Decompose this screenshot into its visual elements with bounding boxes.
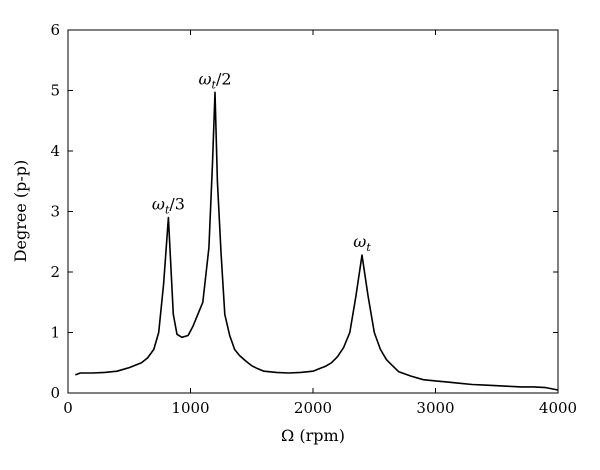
peak-annotation: ωt bbox=[353, 232, 371, 254]
x-tick-label: 3000 bbox=[416, 399, 454, 417]
x-tick-label: 2000 bbox=[294, 399, 332, 417]
plot-frame bbox=[67, 29, 559, 394]
tick-labels: 0 1000 2000 3000 4000 0 1 2 3 4 5 6 bbox=[50, 21, 577, 417]
y-axis-label: Degree (p-p) bbox=[11, 160, 30, 263]
peak-annotation: ωt/2 bbox=[198, 69, 231, 91]
annotations: ωt/3 ωt/2 ωt bbox=[152, 69, 371, 254]
peak-annotation: ωt/3 bbox=[152, 195, 185, 217]
x-tick-label: 0 bbox=[63, 399, 73, 417]
y-tick-label: 1 bbox=[50, 324, 60, 342]
x-tick-label: 4000 bbox=[539, 399, 577, 417]
x-tick-label: 1000 bbox=[171, 399, 209, 417]
y-tick-label: 2 bbox=[50, 263, 60, 281]
ticks bbox=[67, 29, 559, 394]
y-tick-label: 0 bbox=[50, 384, 60, 402]
y-tick-label: 4 bbox=[50, 142, 60, 160]
y-tick-label: 3 bbox=[50, 203, 60, 221]
x-axis-label: Ω (rpm) bbox=[281, 426, 345, 445]
y-tick-label: 6 bbox=[50, 21, 60, 39]
y-tick-label: 5 bbox=[50, 82, 60, 100]
series-line bbox=[75, 91, 559, 391]
